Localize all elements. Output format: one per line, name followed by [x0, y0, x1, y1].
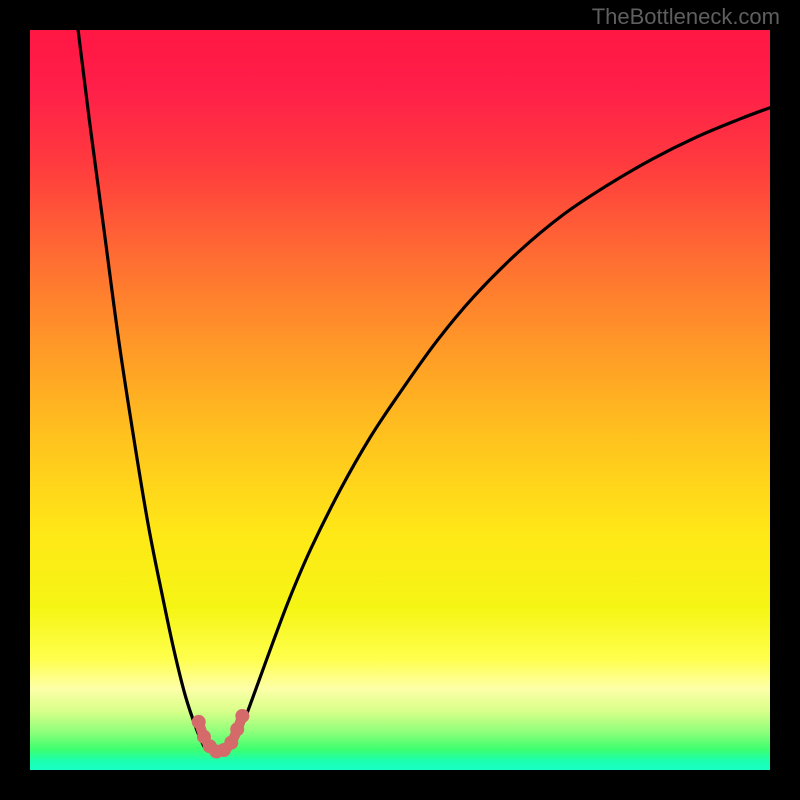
data-marker: [235, 709, 249, 723]
chart-plot-area: [30, 30, 770, 770]
data-marker: [230, 722, 244, 736]
curve-left: [78, 30, 204, 746]
marker-cluster: [192, 709, 250, 759]
data-marker: [224, 736, 238, 750]
chart-curves: [30, 30, 770, 770]
data-marker: [192, 715, 206, 729]
watermark-text: TheBottleneck.com: [592, 4, 780, 30]
curve-right: [234, 108, 771, 747]
